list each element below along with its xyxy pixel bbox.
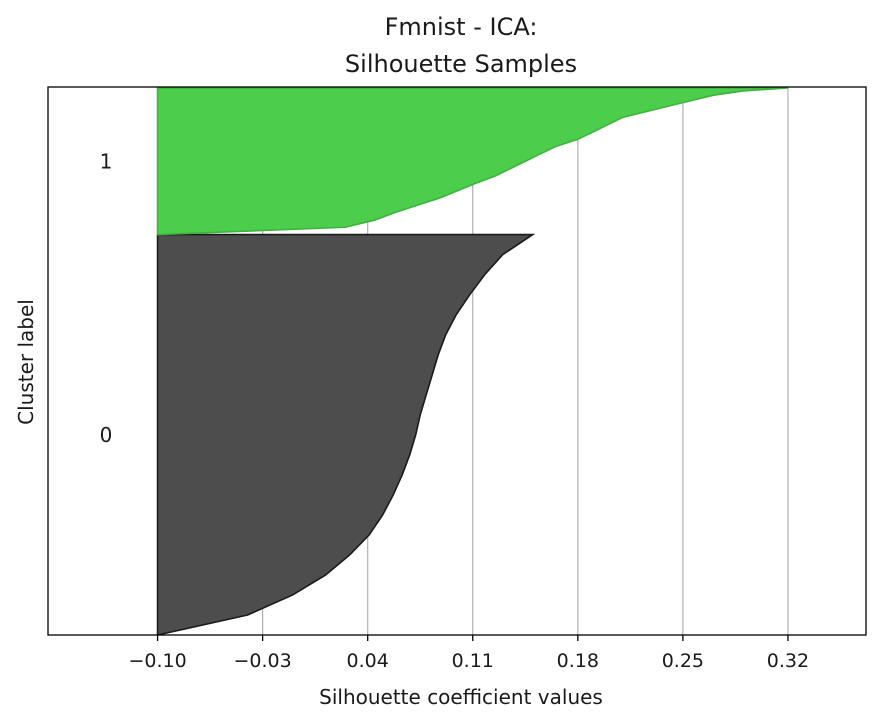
- x-tick-label-0: −0.10: [128, 650, 186, 672]
- silhouette-clusters: [156, 87, 789, 636]
- x-tick-label-2: 0.04: [347, 650, 389, 672]
- x-tick-label-4: 0.18: [557, 650, 599, 672]
- cluster-labels: 01: [100, 149, 113, 447]
- y-axis-label: Cluster label: [14, 299, 38, 425]
- x-axis-label: Silhouette coefficient values: [319, 685, 603, 709]
- x-tick-label-3: 0.11: [452, 650, 494, 672]
- cluster-label-0: 0: [100, 423, 113, 447]
- cluster-0-silhouette: [156, 233, 536, 636]
- plot-frame: [47, 86, 867, 636]
- chart-title-line-1: Fmnist - ICA:: [385, 13, 538, 41]
- cluster-label-1: 1: [100, 149, 113, 173]
- x-tick-label-6: 0.32: [767, 650, 809, 672]
- chart-title-line-2: Silhouette Samples: [345, 50, 577, 78]
- cluster-1-silhouette: [156, 87, 789, 236]
- x-tick-label-5: 0.25: [662, 650, 704, 672]
- x-ticks: −0.10 −0.03 0.04 0.11 0.18 0.25 0.32: [128, 635, 809, 672]
- x-tick-label-1: −0.03: [234, 650, 292, 672]
